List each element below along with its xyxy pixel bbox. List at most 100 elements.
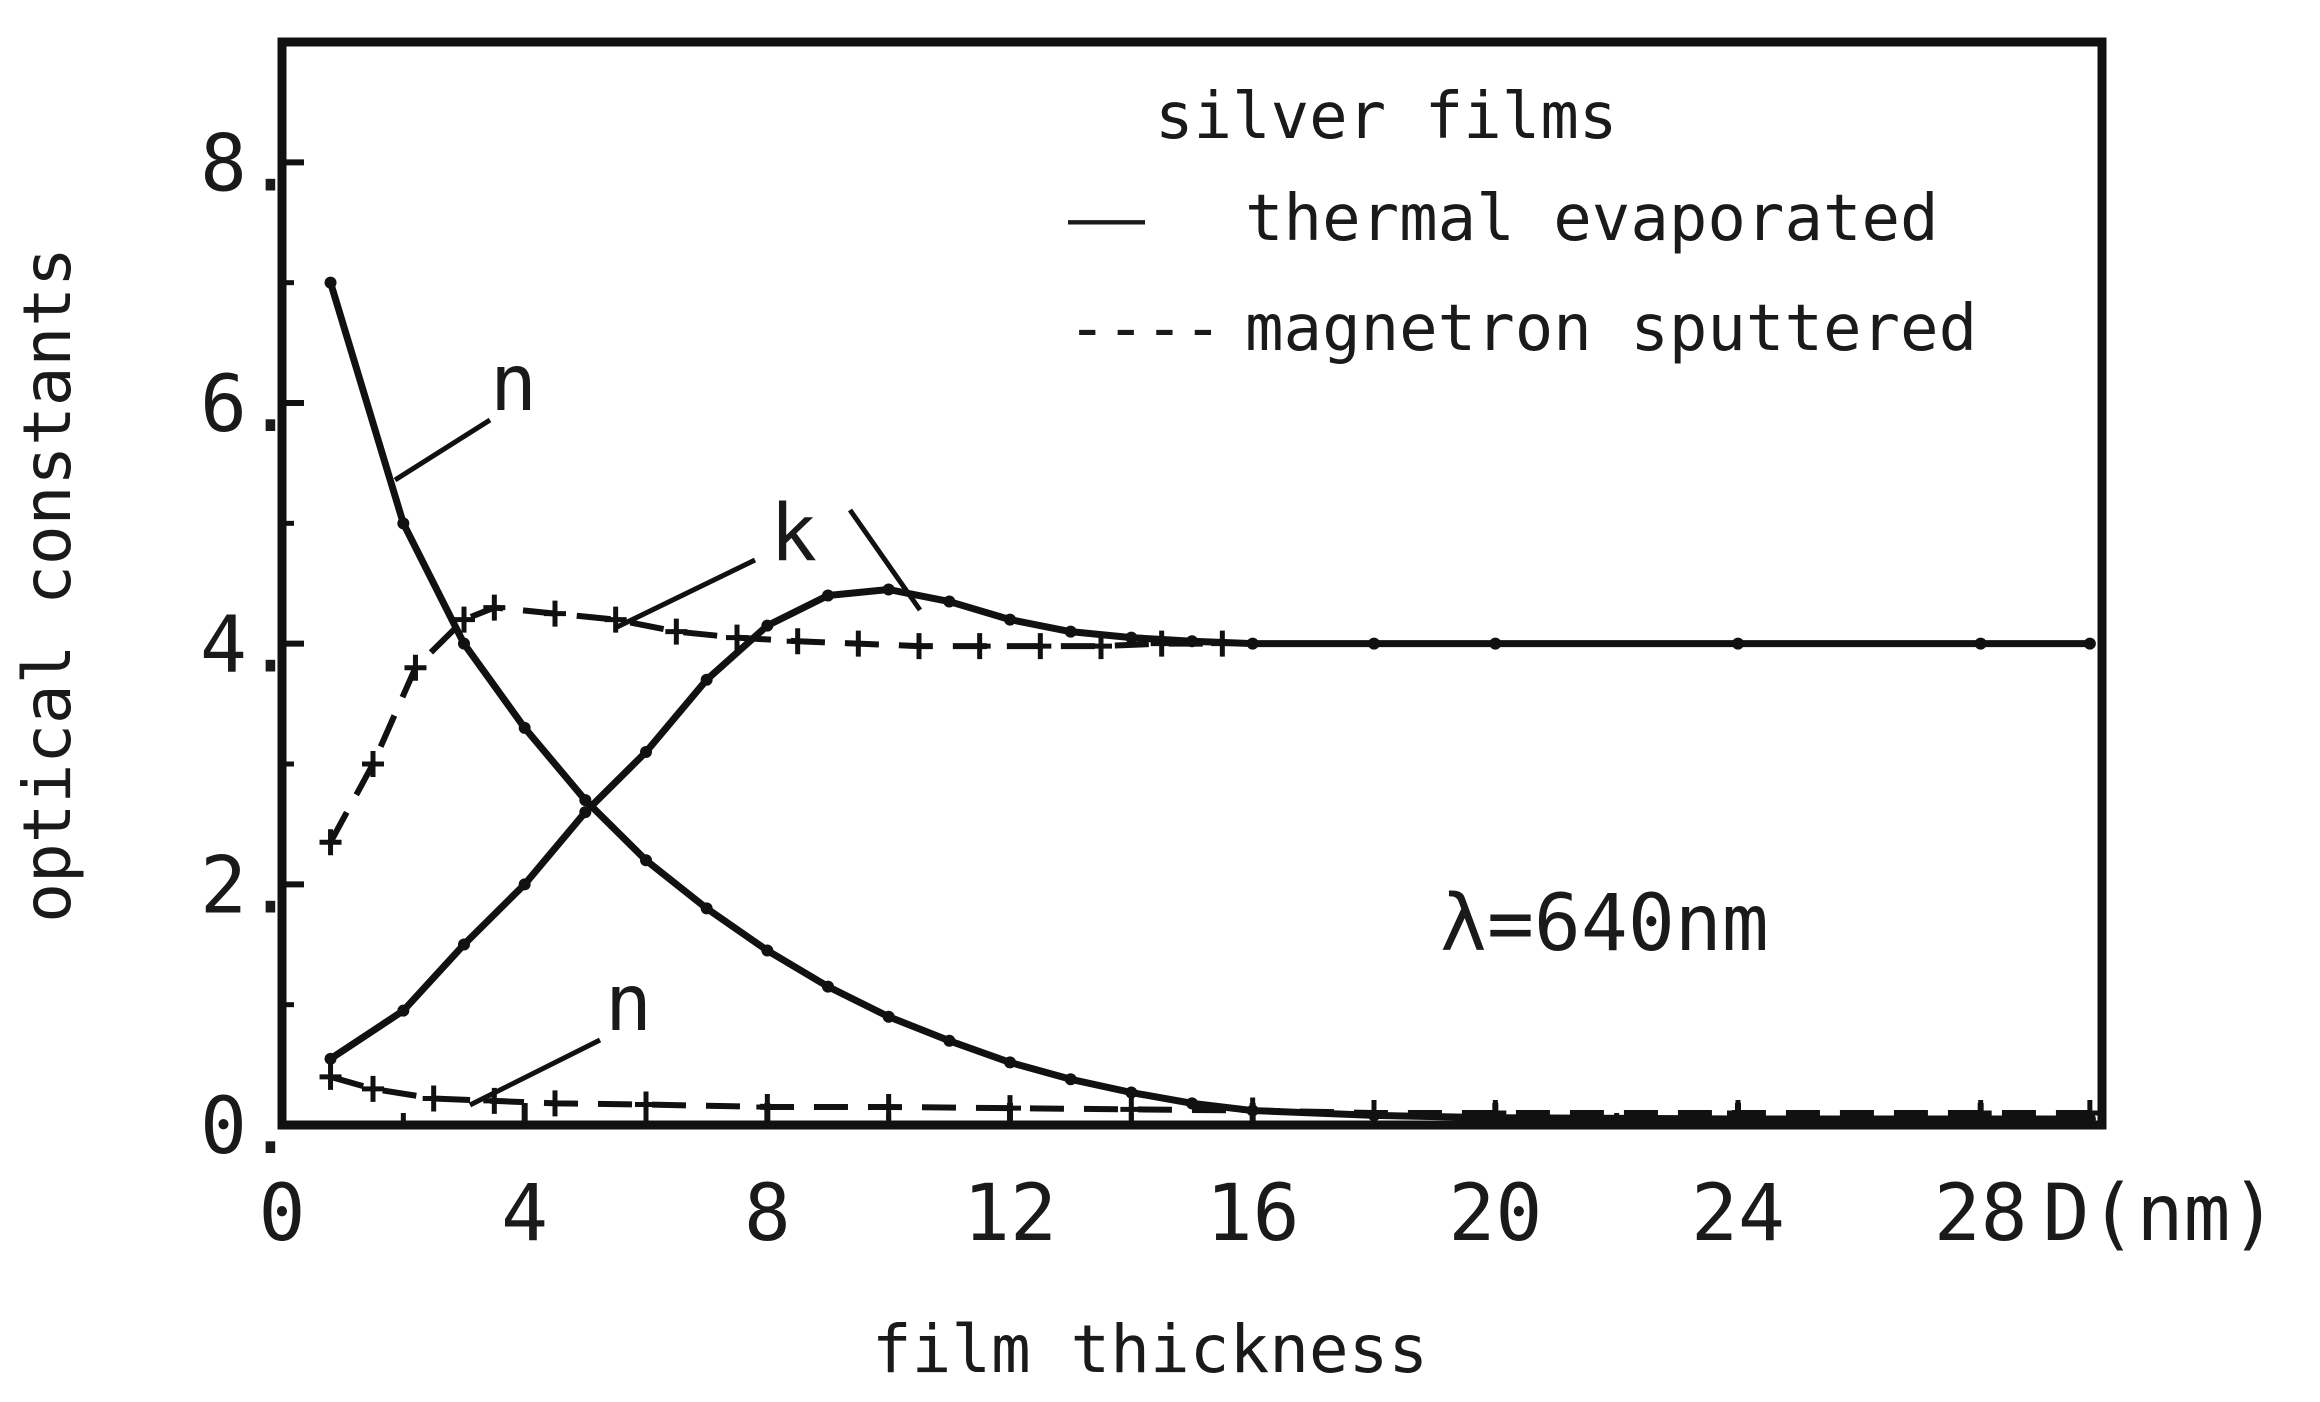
data-point-dot — [1186, 1097, 1198, 1110]
data-point-dot — [1125, 1086, 1138, 1099]
legend-label-thermal: thermal evaporated — [1245, 182, 1939, 256]
x-tick-label: 16 — [1206, 1169, 1300, 1259]
x-tick-label: 28 — [1934, 1169, 2028, 1259]
data-point-plus — [999, 1095, 1021, 1122]
data-point-dot — [1064, 1073, 1077, 1086]
series-line-solid-n — [327, 281, 2090, 1123]
y-tick-label: 6. — [200, 360, 294, 450]
leader-k-dashed — [613, 557, 757, 631]
y-axis-title: optical constants — [9, 247, 86, 923]
data-point-plus — [1120, 1096, 1143, 1123]
data-point-plus — [908, 633, 930, 660]
data-point-dot — [822, 589, 834, 602]
label-n-thermal: n — [490, 339, 537, 429]
data-point-dot — [1004, 613, 1016, 626]
series-layer — [319, 276, 2101, 1126]
data-point-plus — [1029, 633, 1052, 660]
x-axis-title: film thickness — [872, 1311, 1428, 1388]
x-axis-unit: D(nm) — [2043, 1169, 2278, 1259]
plot-frame — [277, 37, 2107, 1130]
data-point-dot — [700, 902, 713, 915]
data-point-plus — [635, 1091, 657, 1118]
label-n-sputtered: n — [605, 959, 652, 1049]
data-point-plus — [362, 751, 384, 777]
x-tick-label: 0 — [259, 1169, 306, 1259]
leader-n-thermal — [393, 417, 492, 483]
data-point-dot — [761, 944, 774, 957]
x-axis: 0 4 8 12 16 20 24 28 — [259, 1103, 2028, 1259]
data-point-dot — [1246, 637, 1259, 650]
data-point-dot — [761, 619, 774, 632]
data-point-dot — [1489, 637, 1502, 650]
label-k: k — [770, 489, 817, 579]
x-tick-label: 24 — [1691, 1169, 1785, 1259]
data-point-dot — [943, 595, 956, 608]
leader-k-solid — [847, 508, 923, 612]
data-point-plus — [726, 624, 748, 651]
data-point-dot — [324, 1052, 337, 1065]
legend-title: silver films — [1155, 80, 1617, 154]
data-point-dot — [1732, 637, 1744, 650]
data-point-dot — [943, 1034, 956, 1047]
data-point-dot — [700, 673, 713, 686]
data-point-plus — [847, 630, 870, 657]
data-point-plus — [2078, 1099, 2101, 1126]
data-point-plus — [544, 600, 566, 627]
x-tick-label: 12 — [963, 1169, 1057, 1259]
data-point-plus — [877, 1093, 900, 1120]
data-point-dot — [1974, 637, 1987, 650]
legend-label-magnetron: magnetron sputtered — [1245, 292, 1977, 366]
data-point-plus — [483, 594, 506, 621]
y-tick-label: 2. — [200, 841, 294, 931]
data-point-dot — [2083, 637, 2096, 650]
x-tick-label: 4 — [501, 1169, 548, 1259]
data-point-dot — [518, 878, 531, 891]
data-point-dot — [882, 583, 895, 596]
data-point-plus — [1241, 1097, 1264, 1124]
x-tick-label: 8 — [744, 1169, 791, 1259]
data-point-dot — [324, 276, 337, 289]
data-point-plus — [1150, 630, 1173, 657]
data-point-dot — [579, 806, 592, 819]
data-point-plus — [319, 829, 342, 856]
series-line-dashed-n — [329, 1073, 2090, 1116]
data-point-plus — [1727, 1099, 1749, 1126]
series-line-solid-k — [328, 586, 2090, 1062]
data-point-plus — [453, 606, 475, 633]
x-tick-label: 20 — [1448, 1169, 1542, 1259]
data-point-dot — [579, 794, 592, 807]
y-tick-label: 4. — [200, 601, 294, 691]
wavelength-annotation: λ=640nm — [1440, 879, 1769, 969]
y-tick-label: 8. — [200, 119, 294, 209]
data-point-plus — [1363, 1099, 1385, 1126]
data-point-dot — [1368, 637, 1380, 650]
data-point-dot — [518, 721, 531, 734]
series-line-dashed-k — [327, 604, 1223, 844]
y-tick-label: 0. — [200, 1082, 294, 1172]
data-point-plus — [1090, 633, 1112, 660]
legend: silver films —— thermal evaporated ---- … — [1068, 80, 1977, 366]
data-point-dot — [882, 1010, 895, 1023]
data-point-dot — [640, 854, 652, 867]
data-point-dot — [1004, 1056, 1016, 1069]
data-point-plus — [319, 1063, 342, 1090]
data-point-plus — [422, 1085, 445, 1112]
data-point-dot — [397, 517, 410, 530]
curve-labels: n k n — [393, 339, 923, 1108]
data-point-plus — [362, 1075, 384, 1102]
data-point-plus — [1969, 1099, 1992, 1126]
data-point-plus — [1211, 630, 1234, 657]
data-point-plus — [1484, 1099, 1507, 1126]
data-point-plus — [404, 654, 427, 681]
legend-line-dashed: ---- — [1068, 292, 1222, 366]
data-point-dot — [1125, 631, 1138, 644]
leader-n-sputtered — [468, 1037, 602, 1108]
data-point-plus — [544, 1090, 566, 1117]
data-point-dot — [822, 980, 834, 993]
data-point-dot — [458, 938, 470, 951]
legend-line-solid: —— — [1068, 182, 1146, 256]
data-point-plus — [786, 628, 809, 655]
data-point-dot — [640, 745, 652, 758]
